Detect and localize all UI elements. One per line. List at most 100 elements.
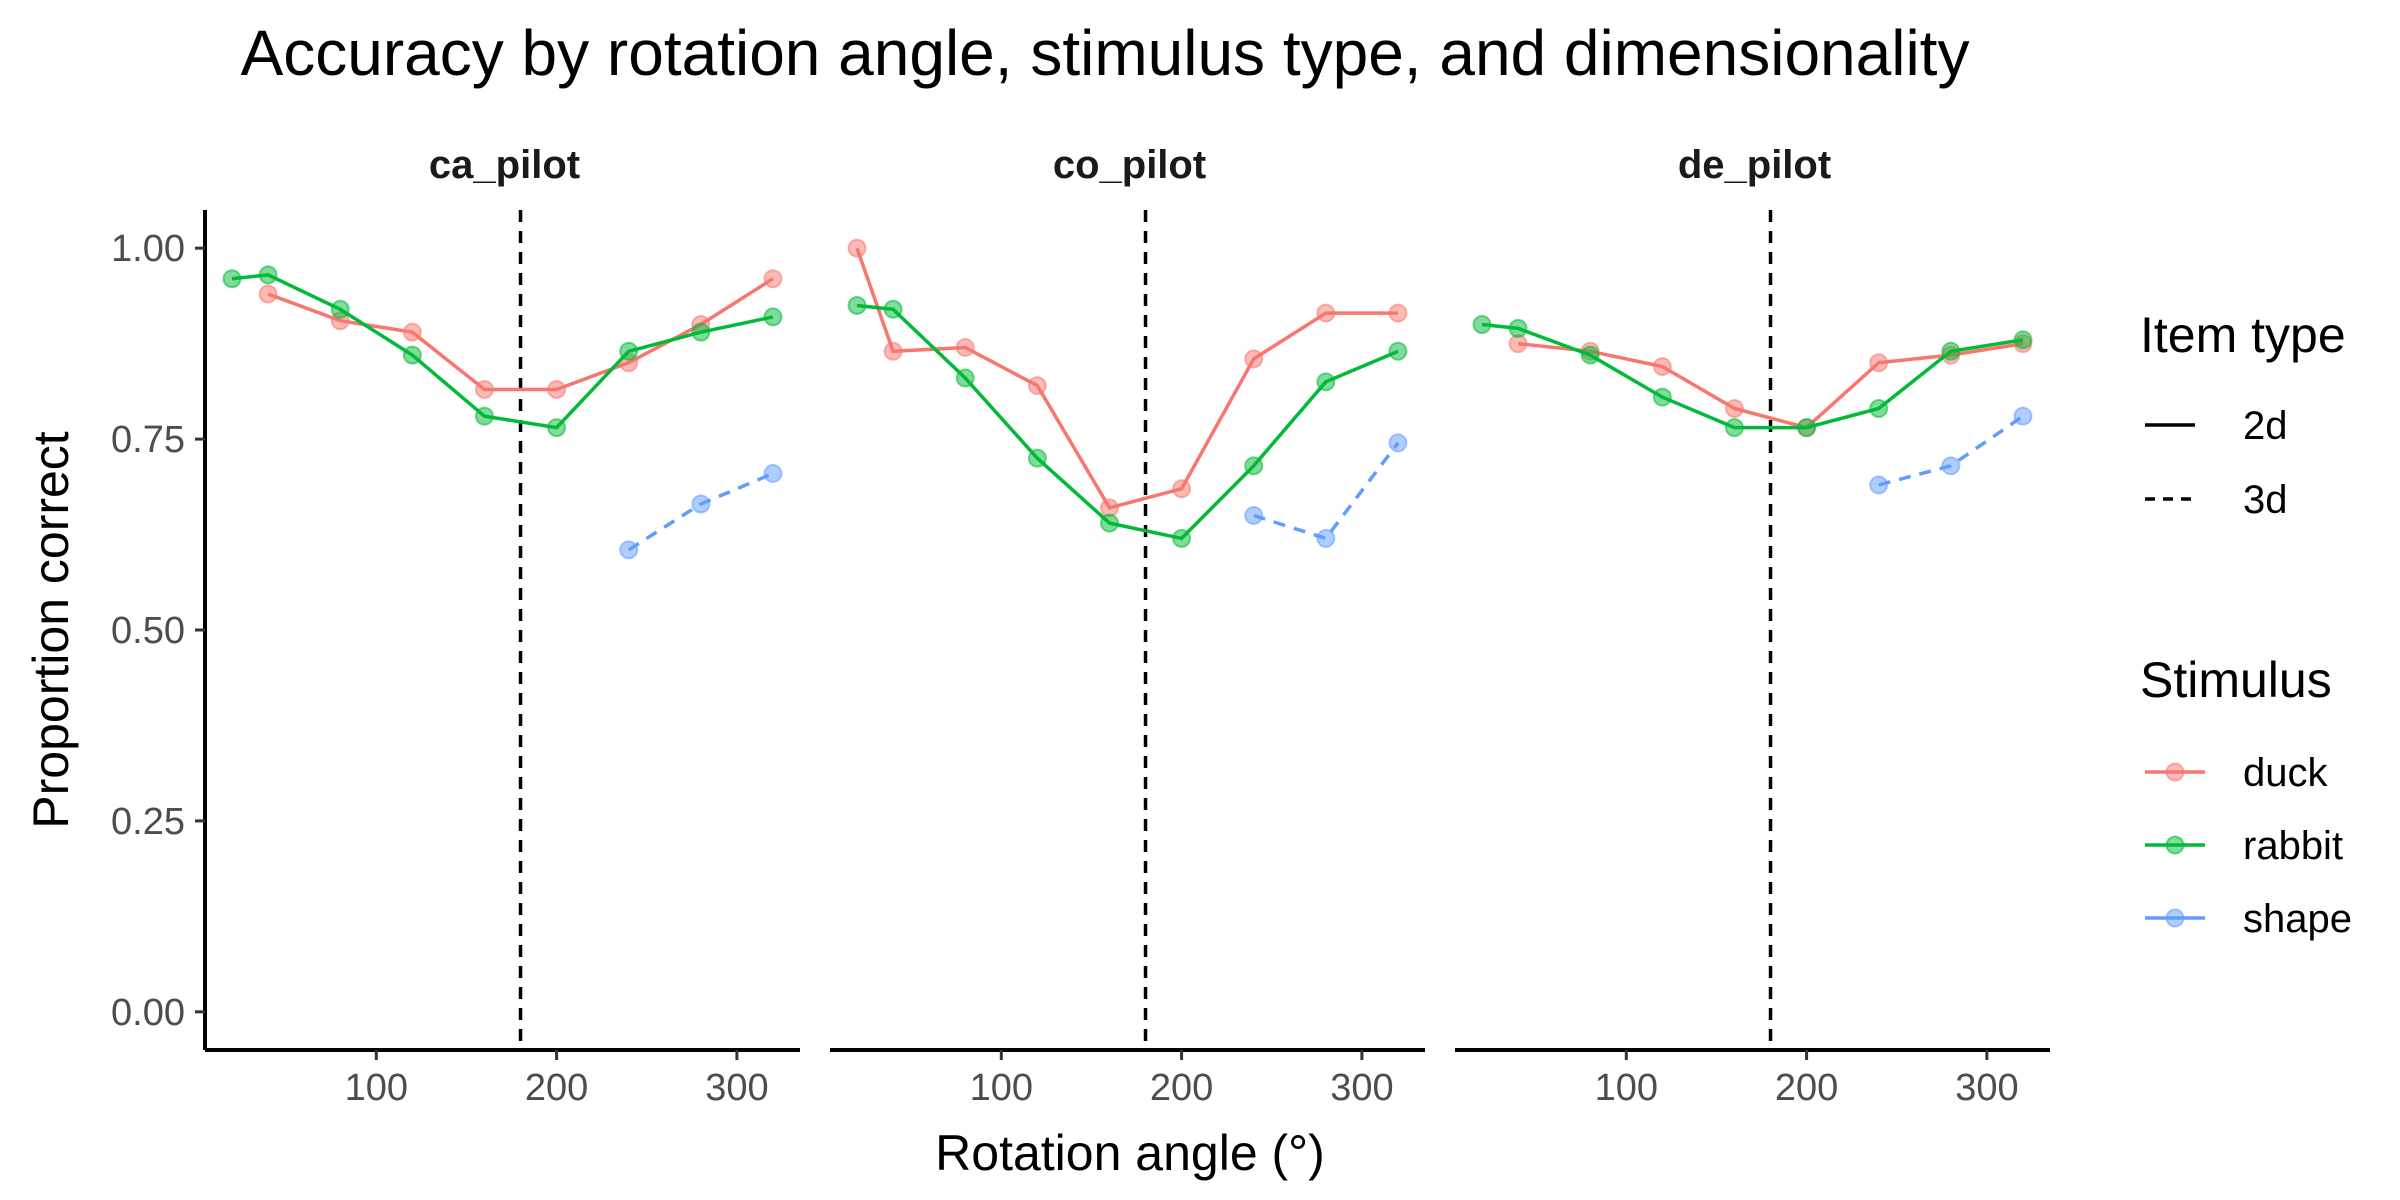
data-point: [1724, 418, 1744, 438]
data-point: [1244, 505, 1264, 525]
panel-de_pilot: de_pilot 100 200 300: [1455, 143, 2050, 1109]
y-tick-label: 0.50: [111, 610, 185, 652]
data-point: [1797, 418, 1817, 438]
data-point: [763, 463, 783, 483]
x-tick-label: 200: [1150, 1067, 1213, 1109]
y-tick-label: 0.25: [111, 801, 185, 843]
legend-label: 3d: [2243, 478, 2288, 522]
data-point: [474, 379, 494, 399]
legend-key-point-shape: [2165, 908, 2185, 928]
data-point: [1869, 475, 1889, 495]
data-point: [619, 540, 639, 560]
data-point: [847, 238, 867, 258]
data-point: [1027, 376, 1047, 396]
panel-title: co_pilot: [1053, 143, 1206, 187]
series-rabbit-2d: [847, 295, 1408, 548]
x-tick-label: 100: [345, 1067, 408, 1109]
data-point: [1472, 315, 1492, 335]
data-point: [1388, 303, 1408, 323]
legend-title-item-type: Item type: [2140, 307, 2346, 363]
y-axis-title: Proportion correct: [23, 431, 79, 828]
data-point: [1388, 433, 1408, 453]
data-point: [474, 406, 494, 426]
series-line: [1253, 441, 1400, 541]
legend: Item type 2d 3d Stimulus duck rabbit shape: [2140, 307, 2352, 941]
series-shape-3d: [1244, 433, 1408, 548]
x-tick-label: 300: [1955, 1067, 2018, 1109]
chart-title: Accuracy by rotation angle, stimulus typ…: [241, 17, 1970, 89]
legend-key-point-rabbit: [2165, 835, 2185, 855]
series-line: [267, 277, 774, 392]
data-point: [258, 265, 278, 285]
data-point: [222, 269, 242, 289]
data-point: [1580, 345, 1600, 365]
legend-label: duck: [2243, 751, 2328, 795]
y-tick-label: 0.75: [111, 419, 185, 461]
series-shape-3d: [1869, 406, 2033, 495]
data-point: [258, 284, 278, 304]
data-point: [402, 322, 422, 342]
series-shape-3d: [619, 463, 783, 560]
x-tick-label: 200: [1775, 1067, 1838, 1109]
y-tick-label: 1.00: [111, 228, 185, 270]
x-tick-label: 300: [705, 1067, 768, 1109]
data-point: [1388, 341, 1408, 361]
data-point: [1652, 387, 1672, 407]
data-point: [1508, 318, 1528, 338]
series-rabbit-2d: [222, 265, 783, 438]
data-point: [330, 299, 350, 319]
panel-title: ca_pilot: [429, 143, 580, 187]
data-point: [763, 269, 783, 289]
panel-co_pilot: co_pilot 100 200 300: [830, 143, 1425, 1109]
y-tick-label: 0.00: [111, 992, 185, 1034]
series-rabbit-2d: [1472, 315, 2033, 438]
legend-title-stimulus: Stimulus: [2140, 652, 2332, 708]
data-point: [1172, 479, 1192, 499]
x-tick-label: 100: [970, 1067, 1033, 1109]
data-point: [1027, 448, 1047, 468]
panel-ca_pilot: ca_pilot 100 200 300 0.00 0.25 0.50 0.75 1.00: [111, 143, 800, 1109]
data-point: [2013, 330, 2033, 350]
x-tick-label: 200: [525, 1067, 588, 1109]
data-point: [1244, 456, 1264, 476]
data-point: [1172, 528, 1192, 548]
data-point: [883, 341, 903, 361]
series-line: [231, 273, 774, 430]
data-point: [1652, 357, 1672, 377]
data-point: [1099, 513, 1119, 533]
data-point: [1316, 372, 1336, 392]
data-point: [547, 379, 567, 399]
panel-title: de_pilot: [1678, 143, 1831, 187]
series-duck-2d: [258, 269, 783, 399]
legend-label: rabbit: [2243, 824, 2343, 868]
legend-label: 2d: [2243, 404, 2288, 448]
x-tick-label: 300: [1330, 1067, 1393, 1109]
data-point: [763, 307, 783, 327]
data-point: [955, 368, 975, 388]
data-point: [619, 341, 639, 361]
data-point: [402, 345, 422, 365]
data-point: [847, 295, 867, 315]
data-point: [1869, 399, 1889, 419]
series-line: [1517, 341, 2024, 430]
data-point: [1941, 456, 1961, 476]
legend-label: shape: [2243, 897, 2352, 941]
series-line: [855, 247, 1398, 510]
data-point: [1316, 528, 1336, 548]
x-axis-title: Rotation angle (°): [935, 1125, 1325, 1181]
data-point: [1244, 349, 1264, 369]
legend-key-point-duck: [2165, 762, 2185, 782]
data-point: [1941, 341, 1961, 361]
data-point: [883, 299, 903, 319]
data-point: [2013, 406, 2033, 426]
data-point: [691, 494, 711, 514]
data-point: [547, 418, 567, 438]
panels-layer: ca_pilot 100 200 300 0.00 0.25 0.50 0.75 1.00 co_…: [111, 143, 2050, 1109]
data-point: [691, 322, 711, 342]
series-duck-2d: [847, 238, 1408, 518]
data-point: [955, 337, 975, 357]
x-tick-label: 100: [1595, 1067, 1658, 1109]
data-point: [1316, 303, 1336, 323]
